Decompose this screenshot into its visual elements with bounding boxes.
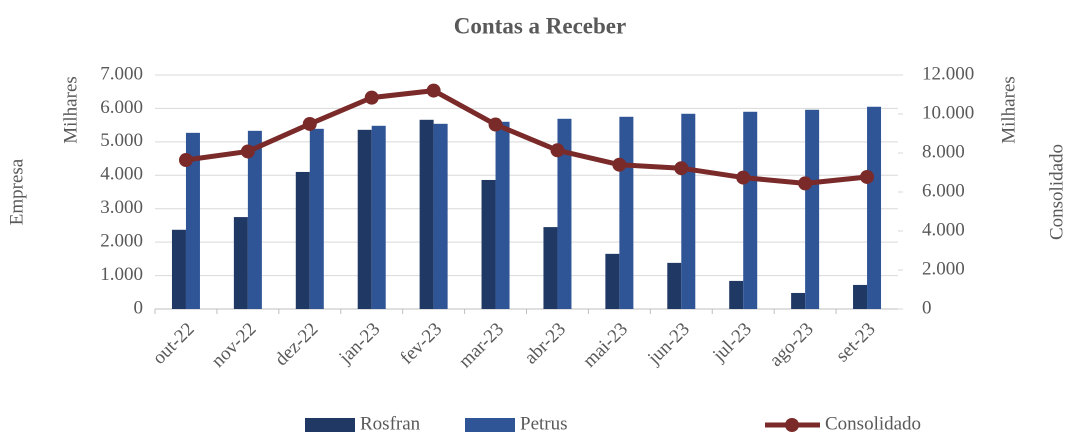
- line-marker: [488, 117, 503, 132]
- x-tick-label: nov-22: [208, 319, 261, 372]
- line-marker: [674, 161, 689, 176]
- bar: [867, 106, 882, 309]
- bar: [791, 292, 806, 309]
- y2-tick-label: 12.000: [922, 63, 974, 84]
- line-marker: [550, 143, 565, 158]
- x-tick-label: jan-23: [334, 319, 384, 369]
- x-tick-label: out-22: [149, 319, 199, 369]
- y-tick-label: 6.000: [100, 97, 143, 118]
- legend-swatch: [305, 418, 355, 432]
- bar: [233, 217, 248, 309]
- y2-tick-label: 8.000: [922, 141, 965, 162]
- bar: [853, 284, 868, 309]
- legend-swatch: [465, 418, 515, 432]
- x-tick-label: jul-23: [708, 319, 756, 367]
- y-tick-label: 3.000: [100, 197, 143, 218]
- bar: [681, 113, 696, 309]
- y2-tick-label: 10.000: [922, 102, 974, 123]
- x-tick-label: abr-23: [520, 319, 570, 369]
- y-tick-label: 2.000: [100, 231, 143, 252]
- legend-label: Consolidado: [825, 413, 921, 434]
- bar: [605, 253, 620, 309]
- line-marker: [364, 90, 379, 105]
- line-marker: [240, 144, 255, 159]
- line-marker: [860, 169, 875, 184]
- bar: [295, 171, 310, 309]
- bar: [667, 262, 682, 309]
- y-tick-label: 7.000: [100, 63, 143, 84]
- y2-axis-title: Consolidado: [1046, 144, 1067, 240]
- line-marker: [612, 157, 627, 172]
- bar: [185, 132, 200, 309]
- bar: [557, 118, 572, 309]
- bar: [743, 111, 758, 310]
- bar: [309, 128, 324, 309]
- bar: [729, 280, 744, 309]
- bar: [171, 229, 186, 309]
- line-marker: [178, 153, 193, 168]
- x-tick-label: jun-23: [643, 319, 694, 370]
- x-tick-label: fev-23: [396, 319, 446, 369]
- x-tick-label: mai-23: [579, 319, 632, 372]
- y-tick-label: 1.000: [100, 264, 143, 285]
- bar: [357, 129, 372, 309]
- bar: [543, 227, 558, 309]
- x-tick-label: ago-23: [766, 319, 818, 371]
- y-tick-label: 4.000: [100, 164, 143, 185]
- y2-tick-label: 0: [922, 297, 932, 318]
- bar: [805, 109, 820, 309]
- legend-label: Petrus: [520, 413, 568, 434]
- bar: [481, 179, 496, 309]
- y-tick-label: 0: [134, 297, 144, 318]
- legend-label: Rosfran: [360, 413, 421, 434]
- line-marker: [426, 83, 441, 98]
- chart-title: Contas a Receber: [454, 13, 626, 38]
- bar: [371, 125, 386, 309]
- bar: [419, 119, 434, 310]
- y2-tick-label: 2.000: [922, 258, 965, 279]
- x-tick-label: mar-23: [455, 319, 508, 372]
- bar: [433, 123, 448, 309]
- y2-tick-label: 4.000: [922, 219, 965, 240]
- legend-marker: [785, 418, 799, 432]
- y2-axis-unit: Milhares: [998, 76, 1019, 144]
- line-marker: [798, 176, 813, 191]
- bar: [619, 116, 634, 310]
- y2-tick-label: 6.000: [922, 180, 965, 201]
- y-tick-label: 5.000: [100, 130, 143, 151]
- line-marker: [736, 170, 751, 185]
- x-tick-label: dez-22: [271, 319, 322, 370]
- line-marker: [302, 116, 317, 131]
- bar: [495, 121, 510, 309]
- line: [185, 88, 868, 186]
- y-axis-unit: Milhares: [60, 76, 81, 144]
- x-tick-label: set-23: [832, 319, 880, 367]
- y-axis-title: Empresa: [6, 158, 27, 225]
- bar: [247, 130, 262, 309]
